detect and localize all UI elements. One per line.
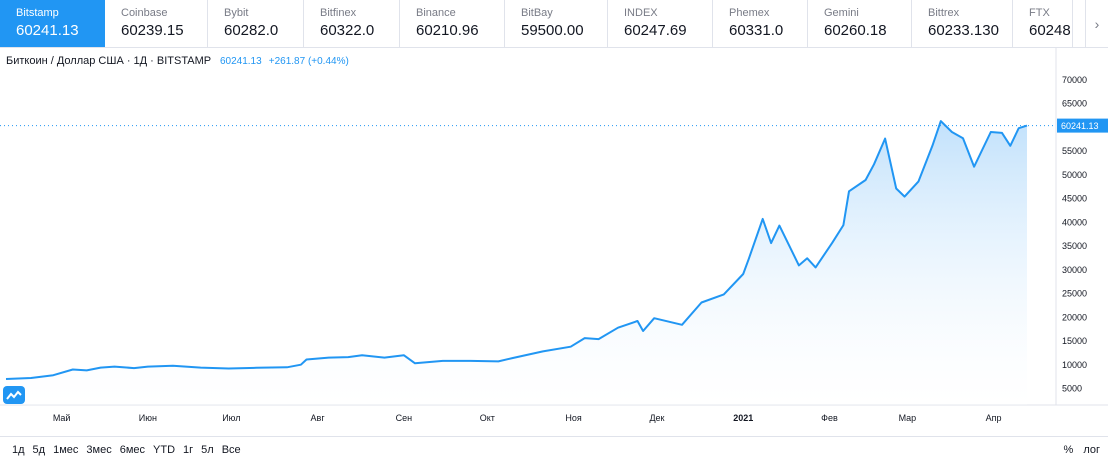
y-tick-label: 70000	[1062, 75, 1087, 85]
exchange-tab-name: Bybit	[224, 7, 249, 19]
exchange-tab-price: 60210.96	[416, 22, 479, 39]
exchange-tab-name: Bitfinex	[320, 7, 357, 19]
y-tick-label: 35000	[1062, 241, 1087, 251]
y-tick-label: 45000	[1062, 194, 1087, 204]
exchange-tab-name: Bittrex	[928, 7, 960, 19]
x-tick-label: Май	[53, 413, 71, 423]
exchange-tabs: Bitstamp 60241.13 Coinbase 60239.15 Bybit 602…	[0, 0, 1108, 48]
x-tick-label: 2021	[733, 413, 753, 423]
price-series-line	[5, 120, 1028, 380]
price-area-fill	[6, 121, 1027, 405]
bottom-toolbar: 1д 5д 1мес 3мес 6мес YTD 1г 5л Все % лог	[0, 436, 1108, 465]
exchange-tab-price: 60322.0	[320, 22, 375, 39]
exchange-tab-name: INDEX	[624, 7, 658, 19]
range-button[interactable]: 1мес	[53, 444, 79, 456]
range-button[interactable]: 5д	[32, 444, 46, 456]
exchange-tab-price: 60282.0	[224, 22, 279, 39]
x-tick-label: Ноя	[565, 413, 582, 423]
exchange-tab-name: Coinbase	[121, 7, 168, 19]
range-button[interactable]: Все	[221, 444, 241, 456]
exchange-tab-binance[interactable]: Binance 60210.96	[400, 0, 505, 47]
range-button[interactable]: 3мес	[86, 444, 112, 456]
y-tick-label: 20000	[1062, 312, 1087, 322]
range-button[interactable]: YTD	[153, 444, 176, 456]
y-tick-label: 30000	[1062, 265, 1087, 275]
exchange-tab-price: 60331.0	[729, 22, 784, 39]
range-button[interactable]: 5л	[201, 444, 214, 456]
exchange-tab-name: FTX	[1029, 7, 1050, 19]
y-tick-label: 40000	[1062, 217, 1087, 227]
y-tick-label: 15000	[1062, 336, 1087, 346]
exchange-tab-name: Gemini	[824, 7, 859, 19]
exchange-tab-name: Bitstamp	[16, 7, 59, 19]
y-tick-label: 10000	[1062, 360, 1087, 370]
exchange-tab-price: 60241.13	[16, 22, 79, 39]
chart-legend: Биткоин / Доллар США · 1Д · BITSTAMP 602…	[6, 55, 349, 67]
x-tick-label: Фев	[821, 413, 838, 423]
x-tick-label: Мар	[899, 413, 917, 423]
x-tick-label: Окт	[480, 413, 495, 423]
exchange-tab-price: 60260.18	[824, 22, 887, 39]
y-tick-label: 50000	[1062, 170, 1087, 180]
x-tick-label: Апр	[986, 413, 1002, 423]
tabs-scroll-right-button[interactable]: ›	[1085, 0, 1108, 47]
last-price-badge	[1057, 118, 1108, 133]
y-tick-label: 55000	[1062, 146, 1087, 156]
legend-symbol: Биткоин / Доллар США · 1Д · BITSTAMP	[6, 55, 211, 67]
exchange-tab-ftx[interactable]: FTX 60248	[1013, 0, 1073, 47]
exchange-tab-bittrex[interactable]: Bittrex 60233.130	[912, 0, 1013, 47]
exchange-tab-name: BitBay	[521, 7, 553, 19]
exchange-tab-price: 60239.15	[121, 22, 184, 39]
exchange-tab-price: 60247.69	[624, 22, 687, 39]
x-tick-label: Дек	[649, 413, 664, 423]
exchange-tab-phemex[interactable]: Phemex 60331.0	[713, 0, 808, 47]
exchange-tab-bitstamp[interactable]: Bitstamp 60241.13	[0, 0, 105, 47]
exchange-tab-price: 60248	[1029, 22, 1071, 39]
scale-controls: % лог	[1064, 442, 1100, 458]
tradingview-logo-icon[interactable]	[3, 386, 25, 404]
exchange-tab-name: Binance	[416, 7, 456, 19]
range-button[interactable]: 1г	[183, 444, 194, 456]
last-price-label: 60241.13	[1061, 121, 1099, 131]
legend-value: 60241.13	[219, 56, 262, 67]
y-tick-label: 25000	[1062, 289, 1087, 299]
x-tick-label: Авг	[311, 413, 326, 423]
range-button[interactable]: 6мес	[119, 444, 146, 456]
x-tick-label: Июн	[139, 413, 157, 423]
chevron-right-icon: ›	[1094, 15, 1100, 32]
log-scale-toggle[interactable]: лог	[1083, 444, 1100, 456]
exchange-tab-gemini[interactable]: Gemini 60260.18	[808, 0, 912, 47]
exchange-tab-index[interactable]: INDEX 60247.69	[608, 0, 713, 47]
exchange-tab-price: 60233.130	[928, 22, 999, 39]
range-button[interactable]: 1д	[12, 444, 25, 456]
exchange-tab-price: 59500.00	[521, 22, 584, 39]
legend-change: +261.87 (+0.44%)	[268, 56, 349, 67]
exchange-tab-coinbase[interactable]: Coinbase 60239.15	[105, 0, 208, 47]
exchange-tab-bybit[interactable]: Bybit 60282.0	[208, 0, 304, 47]
range-selector: 1д 5д 1мес 3мес 6мес YTD 1г 5л Все	[8, 442, 245, 458]
exchange-tab-bitbay[interactable]: BitBay 59500.00	[505, 0, 608, 47]
x-tick-label: Июл	[222, 413, 240, 423]
percent-scale-toggle[interactable]: %	[1063, 444, 1074, 456]
y-tick-label: 5000	[1062, 384, 1082, 394]
exchange-tab-name: Phemex	[729, 7, 770, 19]
x-tick-label: Сен	[396, 413, 413, 423]
price-chart[interactable]: 5000 10000 15000 20000 25000 30000 35000 40000 4…	[0, 47, 1108, 436]
y-tick-label: 65000	[1062, 99, 1087, 109]
exchange-tab-bitfinex[interactable]: Bitfinex 60322.0	[304, 0, 400, 47]
